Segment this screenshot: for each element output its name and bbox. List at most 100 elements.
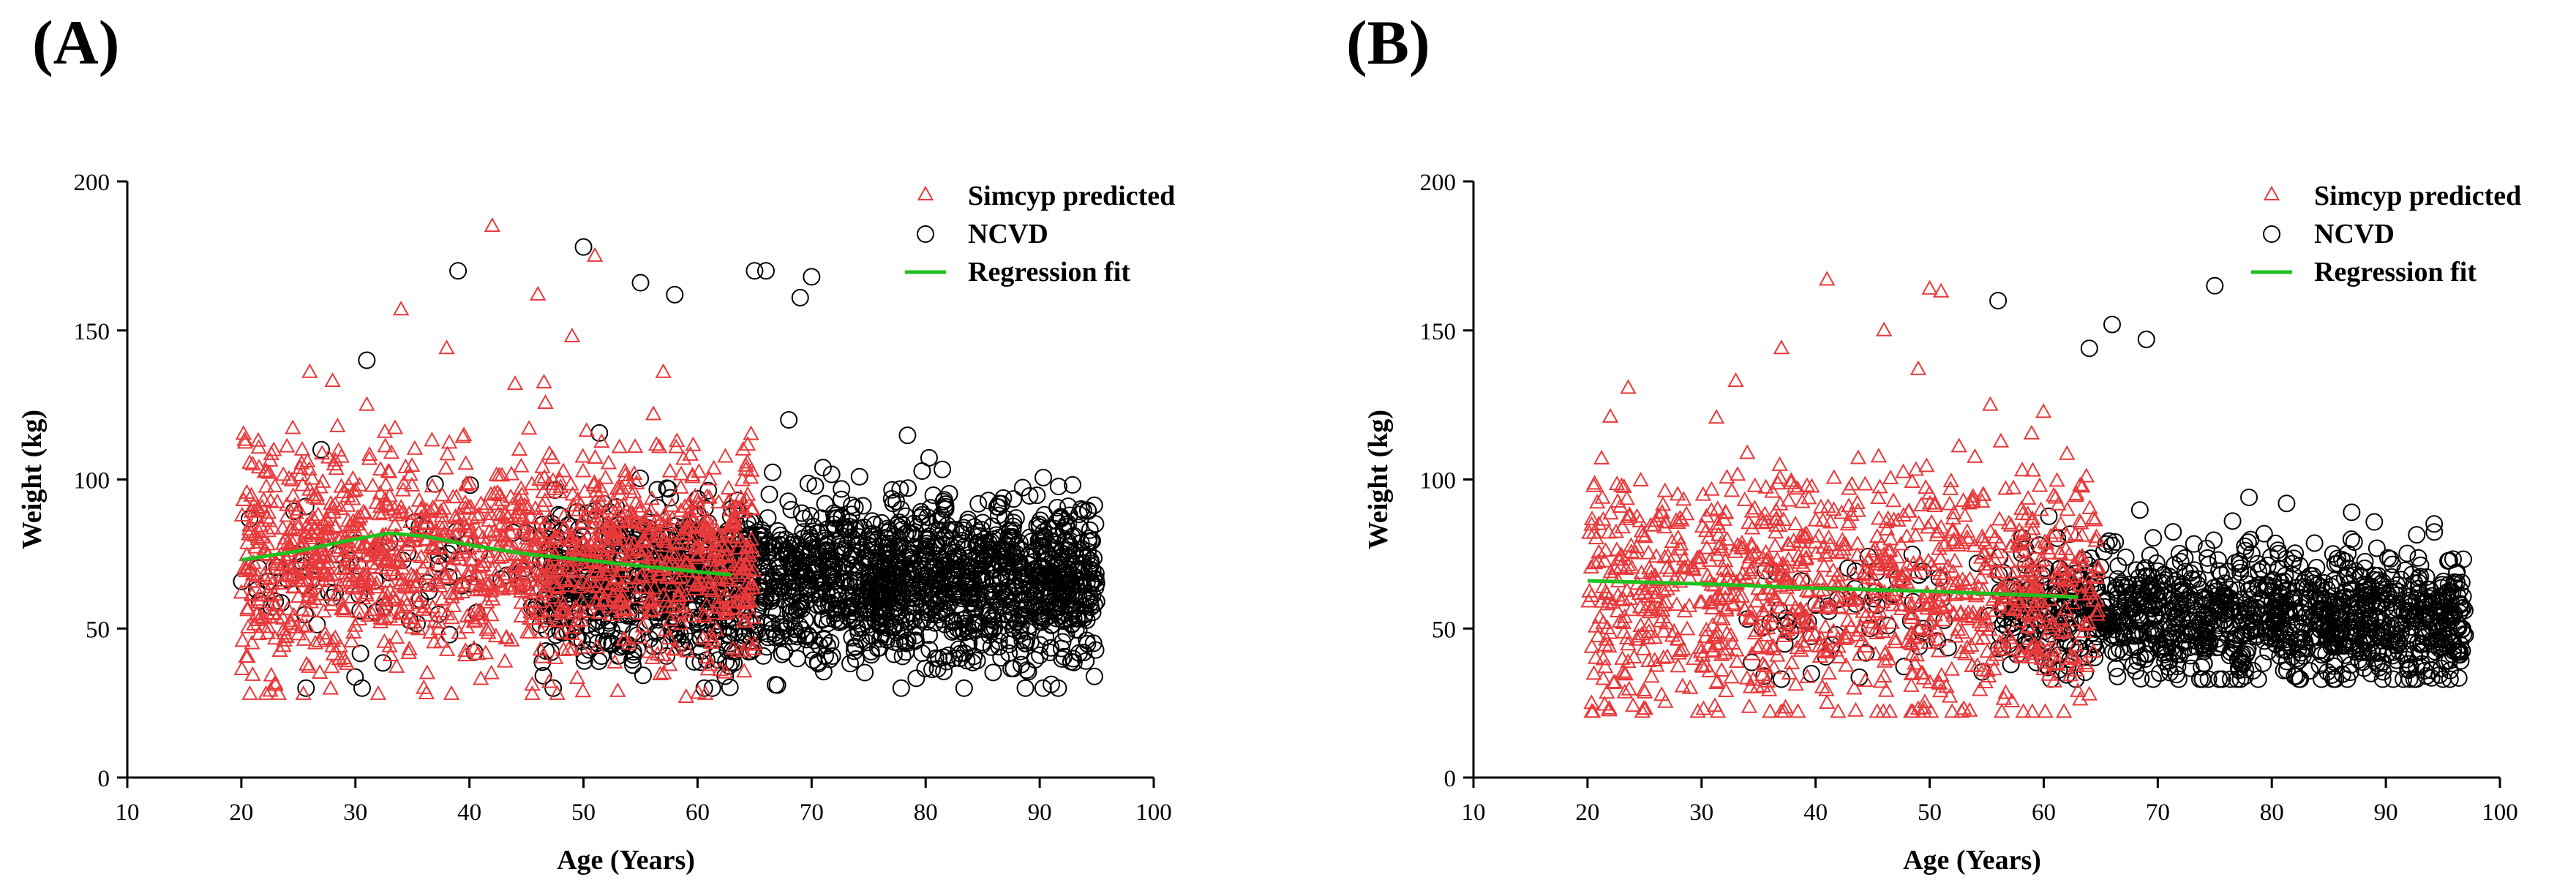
simcyp-point — [311, 632, 328, 647]
ncvd-point — [624, 646, 642, 664]
simcyp-point — [587, 483, 605, 498]
ncvd-point — [843, 628, 861, 647]
simcyp-point — [701, 470, 718, 486]
simcyp-point — [691, 463, 707, 478]
simcyp-point — [647, 436, 665, 451]
ncvd-point — [923, 591, 941, 609]
y-axis-label: Weight (kg) — [17, 410, 48, 549]
simcyp-point — [350, 511, 367, 526]
simcyp-point — [448, 488, 465, 503]
ncvd-point — [534, 666, 552, 685]
ncvd-point — [956, 577, 975, 595]
ncvd-point — [2343, 503, 2361, 522]
simcyp-point — [418, 606, 435, 622]
ncvd-point — [1052, 510, 1070, 528]
simcyp-point — [589, 579, 607, 594]
ncvd-point — [1028, 516, 1046, 535]
ncvd-point — [2128, 561, 2146, 579]
simcyp-point — [648, 524, 665, 540]
simcyp-point — [592, 518, 609, 533]
ncvd-point — [2313, 646, 2331, 664]
simcyp-point — [480, 624, 497, 639]
simcyp-point — [353, 538, 370, 554]
ncvd-point — [928, 537, 946, 555]
ncvd-point — [2163, 624, 2182, 642]
simcyp-point — [492, 577, 508, 592]
simcyp-point — [1819, 694, 1836, 710]
ncvd-point — [2144, 529, 2163, 547]
ncvd-point — [631, 274, 650, 292]
simcyp-point — [284, 568, 301, 583]
simcyp-point — [545, 573, 563, 589]
simcyp-point — [391, 503, 408, 518]
ncvd-point — [750, 530, 768, 549]
simcyp-point — [364, 477, 381, 492]
simcyp-point — [353, 554, 371, 570]
simcyp-point — [741, 547, 758, 562]
simcyp-point — [358, 587, 375, 602]
simcyp-point — [569, 612, 586, 628]
ncvd-point — [934, 460, 952, 478]
ncvd-point — [2313, 587, 2331, 605]
simcyp-point — [661, 656, 678, 671]
simcyp-point — [345, 513, 361, 528]
ncvd-point — [2144, 596, 2163, 614]
simcyp-point — [477, 644, 495, 660]
simcyp-point — [243, 585, 260, 601]
ncvd-point — [656, 586, 674, 604]
simcyp-point — [495, 581, 511, 596]
ncvd-point — [1019, 663, 1037, 681]
simcyp-point — [563, 475, 579, 491]
x-tick-label: 10 — [116, 799, 140, 826]
ncvd-point — [2294, 573, 2313, 592]
ncvd-point — [813, 577, 831, 595]
simcyp-point — [301, 363, 318, 378]
ncvd-point — [1755, 667, 1773, 685]
ncvd-point — [2382, 582, 2400, 601]
ncvd-point — [661, 489, 680, 507]
ncvd-point — [2285, 549, 2303, 568]
ncvd-point — [2450, 603, 2468, 622]
ncvd-point — [814, 555, 832, 573]
simcyp-point — [535, 530, 552, 545]
simcyp-point — [494, 491, 511, 506]
simcyp-point — [461, 475, 478, 490]
simcyp-point — [527, 531, 544, 546]
simcyp-point — [484, 217, 501, 233]
ncvd-point — [2388, 576, 2406, 594]
ncvd-point — [2322, 666, 2340, 685]
simcyp-point — [691, 576, 707, 592]
ncvd-point — [580, 641, 598, 659]
ncvd-point — [2365, 652, 2384, 670]
ncvd-point — [992, 649, 1010, 667]
ncvd-point — [760, 485, 778, 503]
ncvd-point — [2327, 670, 2345, 688]
ncvd-point — [833, 559, 852, 577]
simcyp-point — [451, 551, 468, 566]
simcyp-point — [593, 503, 609, 519]
simcyp-point — [432, 503, 449, 518]
simcyp-point — [641, 594, 658, 609]
simcyp-point — [613, 576, 631, 592]
simcyp-point — [699, 661, 716, 676]
ncvd-point — [2290, 651, 2308, 669]
simcyp-point — [363, 554, 380, 570]
ncvd-point — [836, 539, 855, 557]
ncvd-point — [875, 602, 893, 620]
simcyp-point — [608, 568, 625, 584]
ncvd-point — [2107, 659, 2125, 677]
simcyp-points — [1580, 271, 2107, 718]
simcyp-point — [615, 496, 632, 511]
simcyp-point — [588, 639, 606, 654]
simcyp-point — [514, 523, 530, 538]
ncvd-point — [782, 500, 800, 519]
ncvd-point — [838, 521, 856, 539]
ncvd-point — [2331, 624, 2349, 642]
ncvd-point — [2425, 523, 2444, 541]
ncvd-point — [449, 262, 467, 280]
ncvd-point — [2208, 630, 2226, 648]
ncvd-point — [1063, 600, 1081, 618]
simcyp-point — [569, 491, 587, 506]
simcyp-point — [745, 562, 762, 577]
simcyp-point — [733, 497, 751, 513]
